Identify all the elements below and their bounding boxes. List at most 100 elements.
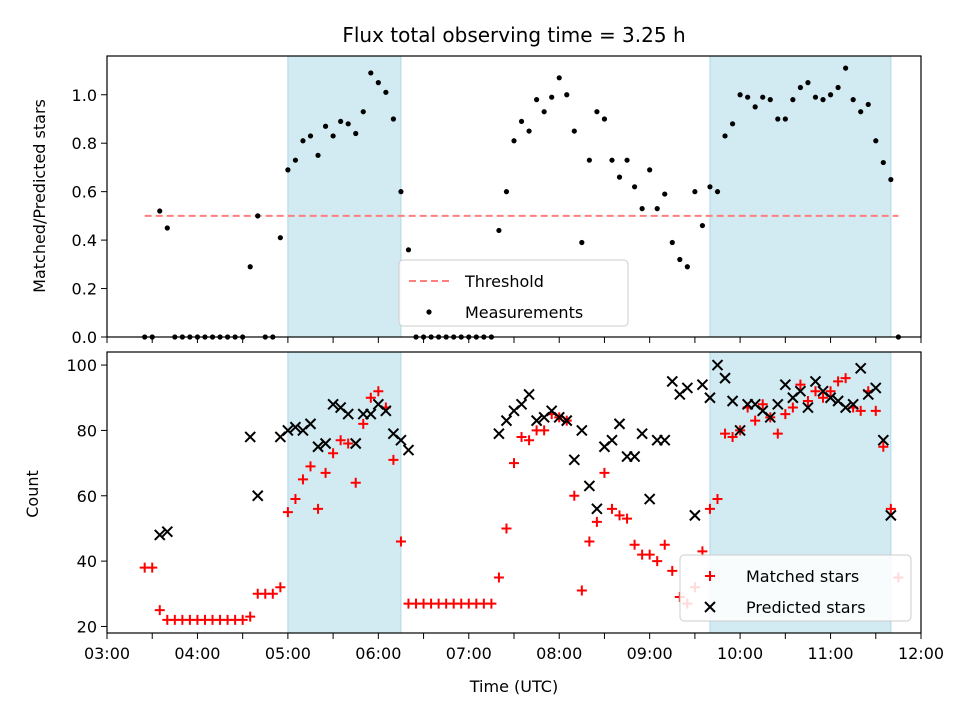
data-point (726, 395, 739, 407)
data-point (526, 128, 532, 134)
data-point (365, 408, 377, 420)
legend-label: Predicted stars (746, 598, 866, 617)
data-point (704, 392, 716, 404)
data-point (847, 398, 859, 410)
data-point (767, 97, 773, 103)
legend-label: Measurements (465, 303, 583, 322)
x-tick-label: 03:00 (84, 644, 130, 663)
data-point (639, 206, 645, 212)
data-point (609, 157, 615, 163)
data-point (305, 461, 316, 472)
data-point (247, 264, 253, 270)
x-tick-label: 09:00 (627, 644, 673, 663)
data-point (727, 431, 738, 442)
data-point (752, 104, 758, 110)
legend-measurement-swatch (426, 309, 432, 315)
data-point (390, 116, 397, 122)
y-tick-label: 0.2 (72, 280, 97, 299)
data-point (699, 222, 706, 229)
data-point (666, 375, 678, 388)
data-point (839, 401, 852, 414)
x-tick-label: 11:00 (808, 644, 854, 663)
data-point (576, 424, 588, 437)
data-point (576, 585, 587, 596)
data-point (307, 133, 314, 139)
data-point (330, 133, 336, 139)
x-tick-label: 06:00 (355, 644, 401, 663)
data-point (659, 539, 670, 550)
data-point (591, 516, 602, 527)
data-point (833, 376, 844, 387)
data-point (729, 121, 736, 127)
data-point (534, 97, 540, 103)
x-tick-label: 10:00 (717, 644, 763, 663)
data-point (350, 477, 361, 488)
data-point (809, 375, 822, 388)
shaded-interval-1 (287, 352, 401, 633)
chart-title: Flux total observing time = 3.25 h (342, 23, 685, 47)
data-point (745, 94, 751, 100)
data-point (877, 434, 890, 446)
data-point (335, 435, 346, 446)
data-point (515, 398, 528, 410)
data-point (524, 435, 535, 446)
data-point (719, 372, 731, 384)
data-point (501, 523, 512, 534)
data-point (647, 167, 653, 173)
data-point (870, 382, 882, 394)
y-tick-label: 100 (66, 356, 97, 375)
data-point (760, 94, 766, 100)
x-axis-label: Time (UTC) (469, 677, 558, 696)
data-point (775, 116, 781, 122)
y-tick-label: 0.8 (72, 134, 97, 153)
data-point (696, 378, 709, 391)
data-point (780, 409, 791, 420)
data-point (606, 503, 617, 514)
data-point (388, 454, 399, 465)
data-point (772, 428, 783, 439)
data-point (313, 503, 324, 514)
data-point (157, 208, 163, 214)
data-point (750, 415, 761, 426)
data-point (338, 118, 344, 125)
data-point (870, 405, 881, 416)
data-point (873, 138, 879, 144)
data-point (824, 392, 837, 404)
data-point (290, 494, 301, 505)
data-point (652, 556, 663, 567)
data-point (855, 405, 866, 416)
data-point (880, 159, 886, 166)
data-point (711, 359, 724, 371)
data-point (644, 549, 655, 560)
data-point (681, 382, 694, 394)
data-point (601, 116, 608, 122)
data-point (237, 614, 248, 625)
data-point (569, 490, 580, 501)
data-point (541, 109, 547, 115)
data-point (549, 94, 555, 100)
data-point (360, 109, 366, 115)
legend: Matched stars Predicted stars (679, 554, 912, 622)
data-point (405, 247, 412, 253)
data-point (586, 157, 592, 163)
legend-label: Threshold (464, 272, 544, 291)
data-point (553, 411, 565, 424)
data-point (154, 529, 166, 541)
data-point (714, 189, 721, 195)
data-point (865, 101, 871, 108)
data-point (486, 598, 497, 609)
data-point (858, 109, 864, 115)
data-point (643, 493, 656, 505)
x-tick-label: 04:00 (174, 644, 220, 663)
data-point (561, 414, 573, 427)
data-point (320, 467, 331, 478)
x-tick-label: 05:00 (265, 644, 311, 663)
data-point (614, 510, 625, 521)
data-point (820, 97, 826, 103)
data-point (787, 402, 798, 413)
data-point (628, 450, 641, 463)
data-point (584, 536, 595, 547)
data-point (147, 562, 158, 573)
data-point (622, 513, 633, 524)
